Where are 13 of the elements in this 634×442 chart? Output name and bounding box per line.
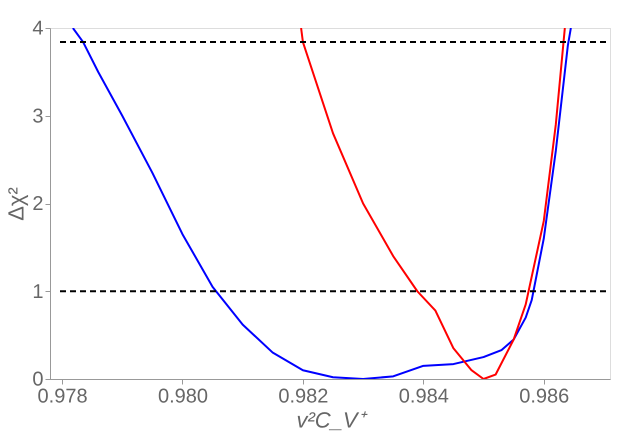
y-tick-label: 3 bbox=[32, 105, 44, 128]
x-tick-label: 0.986 bbox=[519, 386, 570, 408]
y-tick-label: 4 bbox=[32, 18, 44, 40]
y-axis-title: Δχ² bbox=[3, 187, 28, 221]
x-tick-label: 0.980 bbox=[158, 386, 208, 408]
x-tick-label: 0.978 bbox=[38, 386, 88, 408]
line-series bbox=[72, 28, 572, 379]
x-tick-label: 0.984 bbox=[398, 386, 449, 408]
x-axis-title: v²C_V⁺ bbox=[296, 408, 369, 432]
x-tick-label: 0.982 bbox=[278, 386, 328, 408]
line-series bbox=[300, 28, 566, 379]
y-tick-label: 2 bbox=[32, 193, 44, 215]
y-tick-label: 1 bbox=[32, 280, 44, 303]
